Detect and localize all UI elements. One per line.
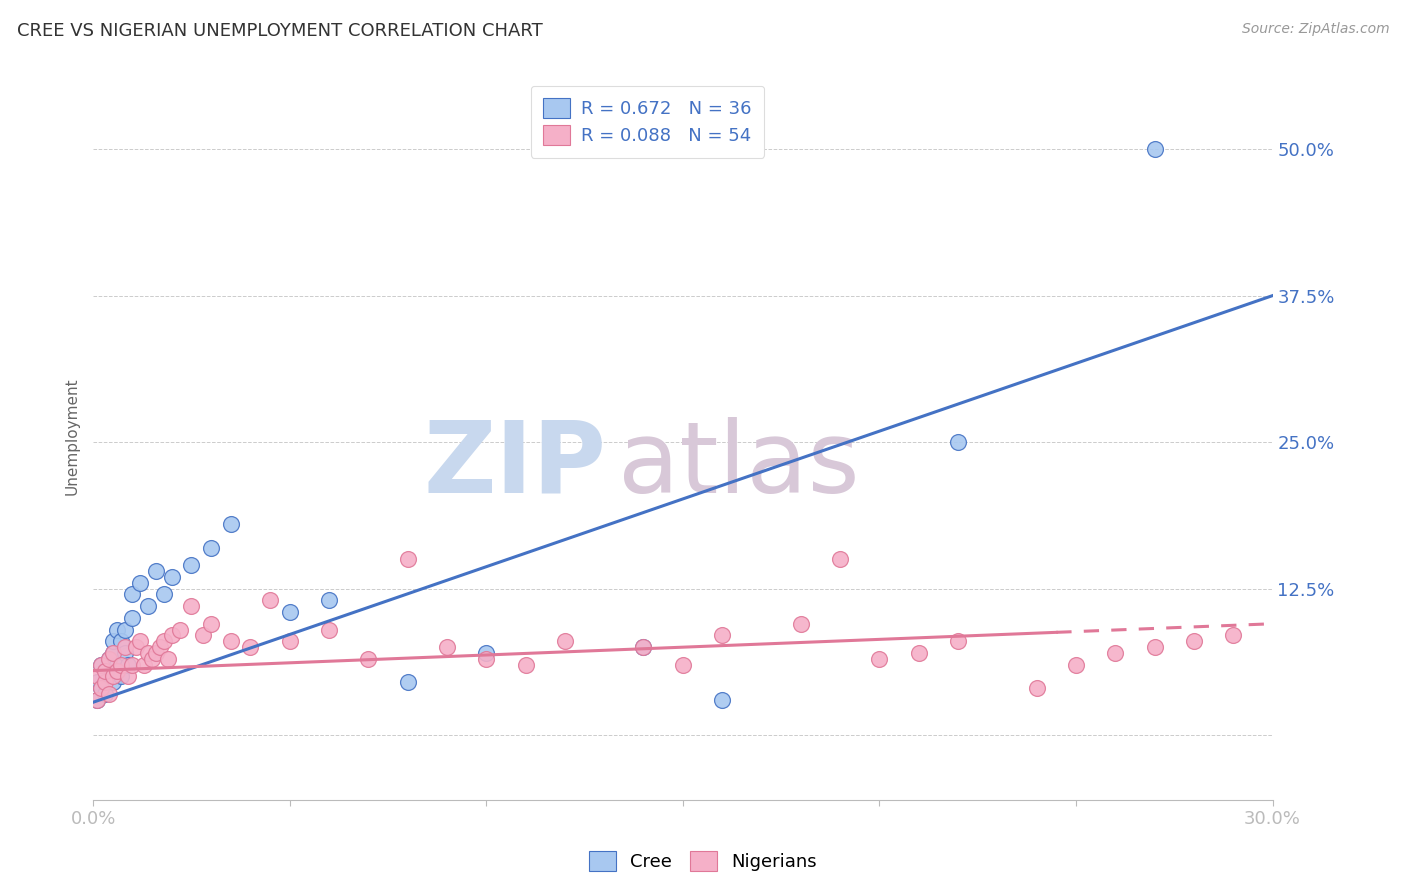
Point (278, 634, 301, 648)
Point (117, 669, 139, 683)
Point (86, 669, 108, 683)
Point (219, 517, 242, 532)
Point (633, 640, 655, 655)
Point (125, 640, 148, 655)
Point (86, 675, 108, 690)
Text: CREE VS NIGERIAN UNEMPLOYMENT CORRELATION CHART: CREE VS NIGERIAN UNEMPLOYMENT CORRELATIO… (17, 22, 543, 40)
Point (97, 669, 120, 683)
Point (101, 634, 124, 648)
Point (711, 628, 734, 642)
Point (1182, 634, 1205, 648)
Point (90, 657, 112, 672)
Point (1143, 640, 1166, 655)
Point (1104, 646, 1126, 660)
Point (90, 681, 112, 696)
Point (90, 681, 112, 696)
Point (1025, 681, 1047, 696)
Point (200, 616, 222, 631)
Point (633, 640, 655, 655)
Point (110, 634, 132, 648)
Point (259, 593, 281, 607)
Point (907, 646, 929, 660)
Point (105, 664, 128, 678)
Point (554, 634, 576, 648)
Point (193, 628, 215, 642)
Point (1222, 628, 1244, 642)
Text: atlas: atlas (619, 417, 859, 514)
Point (1143, 142, 1166, 156)
Point (105, 623, 128, 637)
Point (90, 657, 112, 672)
Point (828, 552, 851, 566)
Point (101, 675, 124, 690)
Point (475, 646, 498, 660)
Point (94, 687, 117, 701)
Point (436, 640, 458, 655)
Point (101, 646, 124, 660)
Point (110, 657, 132, 672)
Text: Source: ZipAtlas.com: Source: ZipAtlas.com (1241, 22, 1389, 37)
Point (134, 657, 156, 672)
Point (105, 657, 128, 672)
Point (278, 605, 301, 619)
Point (357, 652, 380, 666)
Point (180, 599, 202, 614)
Point (672, 657, 695, 672)
Point (396, 675, 419, 690)
Point (396, 552, 419, 566)
Point (129, 575, 152, 590)
Point (114, 623, 136, 637)
Point (129, 634, 152, 648)
Point (153, 587, 176, 601)
Point (318, 593, 340, 607)
Point (868, 652, 890, 666)
Point (94, 675, 117, 690)
Point (110, 669, 132, 683)
Point (1064, 657, 1087, 672)
Point (160, 570, 183, 584)
Point (239, 640, 262, 655)
Point (121, 611, 143, 625)
Point (219, 634, 242, 648)
Point (101, 646, 124, 660)
Point (97, 652, 120, 666)
Point (136, 646, 159, 660)
Point (180, 558, 202, 573)
Point (169, 623, 191, 637)
Legend: R = 0.672   N = 36, R = 0.088   N = 54: R = 0.672 N = 36, R = 0.088 N = 54 (530, 86, 765, 158)
Point (200, 541, 222, 555)
Point (141, 652, 163, 666)
Point (97, 652, 120, 666)
Text: ZIP: ZIP (423, 417, 606, 514)
Y-axis label: Unemployment: Unemployment (65, 377, 79, 495)
Point (153, 634, 176, 648)
Point (790, 616, 813, 631)
Point (946, 435, 969, 450)
Point (101, 669, 124, 683)
Point (946, 634, 969, 648)
Point (94, 664, 117, 678)
Point (711, 693, 734, 707)
Point (94, 664, 117, 678)
Point (145, 646, 167, 660)
Point (117, 657, 139, 672)
Point (86, 693, 108, 707)
Point (145, 564, 167, 578)
Point (515, 657, 537, 672)
Point (318, 623, 340, 637)
Point (156, 652, 179, 666)
Point (97, 687, 120, 701)
Legend: Cree, Nigerians: Cree, Nigerians (582, 844, 824, 879)
Point (86, 693, 108, 707)
Point (160, 628, 183, 642)
Point (475, 652, 498, 666)
Point (136, 599, 159, 614)
Point (121, 657, 143, 672)
Point (114, 646, 136, 660)
Point (114, 640, 136, 655)
Point (121, 587, 143, 601)
Point (149, 640, 172, 655)
